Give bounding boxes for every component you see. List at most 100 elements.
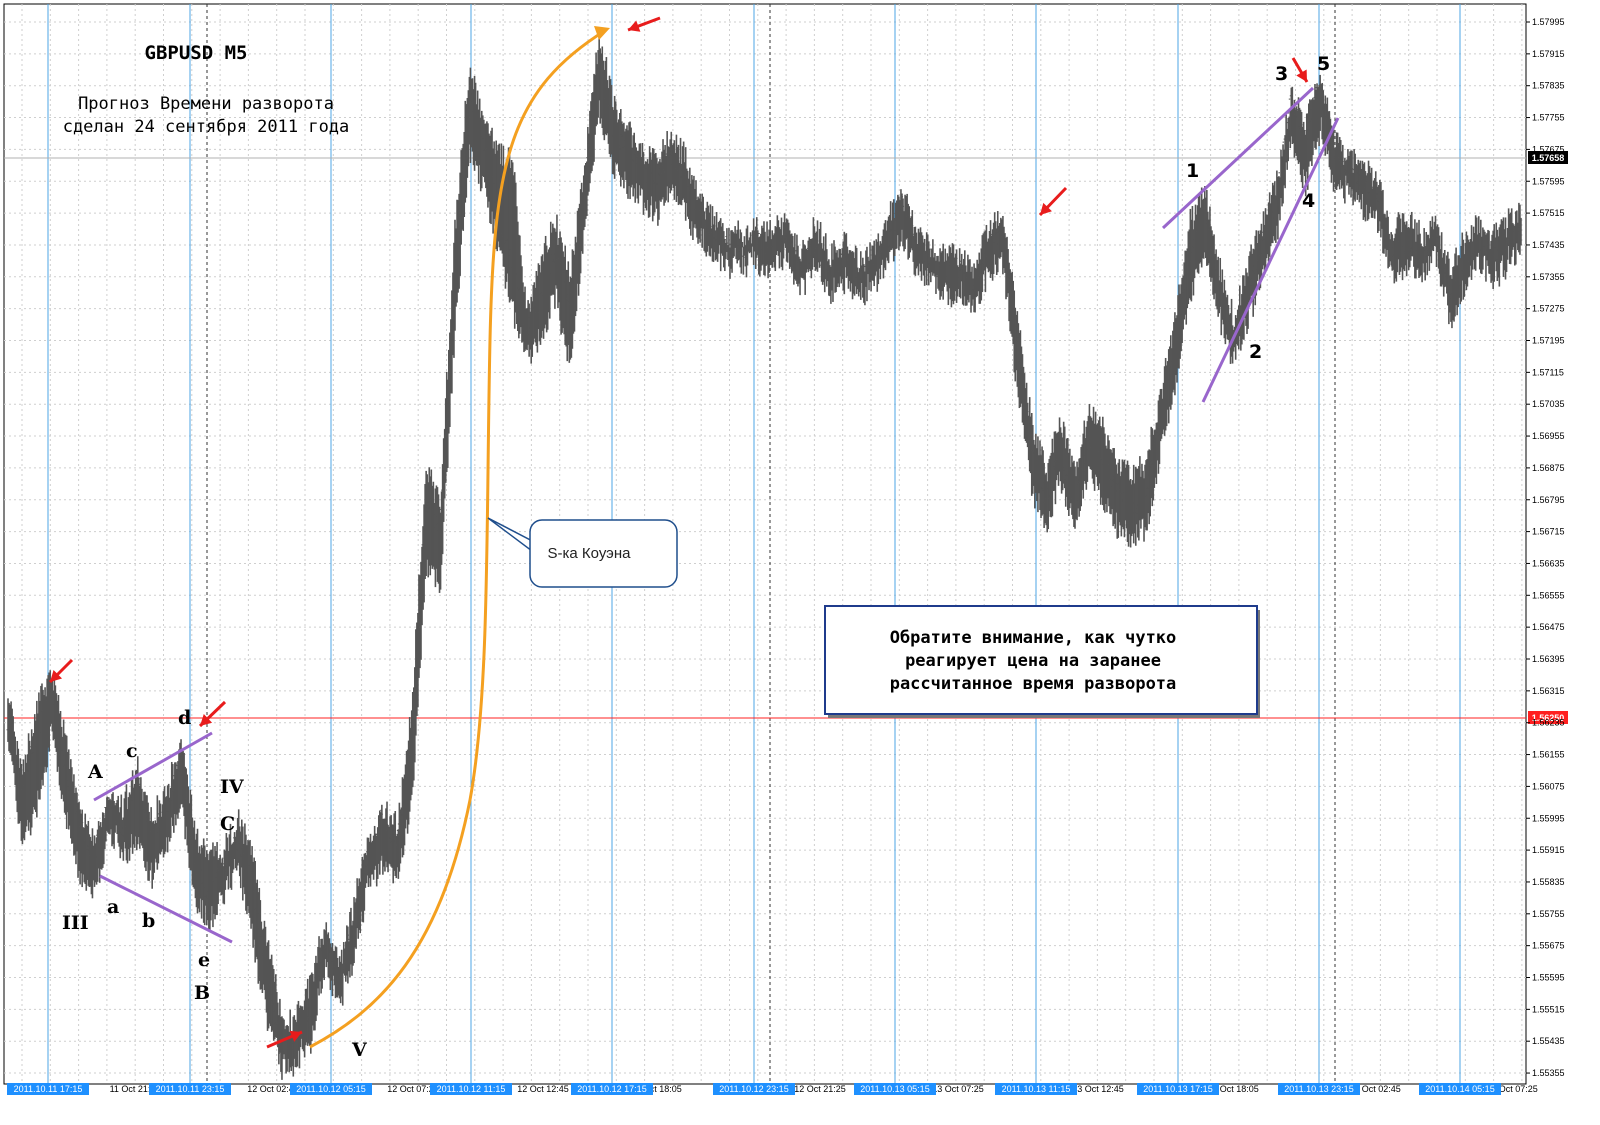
y-tick-label: 1.57995 xyxy=(1532,17,1565,27)
level-price-tag-bg xyxy=(1528,711,1568,724)
x-session-tag: 2011.10.12 23:15 xyxy=(719,1084,788,1094)
y-tick-label: 1.56875 xyxy=(1532,463,1565,473)
y-tick-label: 1.56235 xyxy=(1532,718,1565,728)
red-arrow-head xyxy=(200,714,213,726)
wave-labels: A c d IV C III a b e B V xyxy=(62,707,368,1061)
y-tick-label: 1.55435 xyxy=(1532,1036,1565,1046)
y-tick-label: 1.55835 xyxy=(1532,877,1565,887)
symbol-label: GBPUSD M5 xyxy=(145,42,248,64)
impulse-label-1: 1 xyxy=(1186,160,1199,182)
chart-frame xyxy=(3,3,1527,1085)
red-arrow-head xyxy=(289,1030,302,1042)
y-tick-label: 1.57675 xyxy=(1532,144,1565,154)
y-tick-label: 1.55595 xyxy=(1532,973,1565,983)
x-session-tag-bg xyxy=(1137,1083,1219,1095)
x-tick-label: 13 Oct 18:05 xyxy=(1207,1084,1259,1094)
current-price-tag: 1.57658 xyxy=(1532,153,1565,163)
trendline-a-b xyxy=(99,874,233,944)
impulse-label-3: 3 xyxy=(1275,63,1288,85)
note-box xyxy=(824,605,1258,715)
y-tick-label: 1.57275 xyxy=(1532,304,1565,314)
orange-arrowhead xyxy=(594,26,610,40)
y-tick-label: 1.56075 xyxy=(1532,781,1565,791)
y-tick-label: 1.56315 xyxy=(1532,686,1565,696)
x-tick-label: 12 Oct 07:25 xyxy=(387,1084,439,1094)
x-tick-label: 12 Oct 02:45 xyxy=(247,1084,299,1094)
y-tick-label: 1.57435 xyxy=(1532,240,1565,250)
y-tick-label: 1.56955 xyxy=(1532,431,1565,441)
y-tick-label: 1.57195 xyxy=(1532,336,1565,346)
callout-box xyxy=(529,519,678,588)
x-session-tag: 2011.10.13 11:15 xyxy=(1002,1084,1071,1094)
y-tick-label: 1.55355 xyxy=(1532,1068,1565,1078)
x-session-tag: 2011.10.12 17:15 xyxy=(577,1084,646,1094)
wave-label-B: B xyxy=(194,982,210,1004)
y-tick-label: 1.55995 xyxy=(1532,813,1565,823)
wave-label-b: b xyxy=(142,910,155,932)
wave-label-IV: IV xyxy=(220,776,245,798)
y-tick-label: 1.56795 xyxy=(1532,495,1565,505)
x-session-tag: 2011.10.13 05:15 xyxy=(860,1084,929,1094)
y-tick-label: 1.57115 xyxy=(1532,367,1564,377)
red-arrow-head xyxy=(1296,69,1307,82)
y-tick-label: 1.57755 xyxy=(1532,113,1565,123)
wave-label-V: V xyxy=(351,1039,368,1061)
impulse-label-5: 5 xyxy=(1317,53,1330,75)
red-arrow-head xyxy=(50,669,63,682)
trendline-2-4 xyxy=(1201,117,1340,403)
impulse-label-2: 2 xyxy=(1249,341,1262,363)
forecast-line-1: Прогноз Времени разворота xyxy=(78,94,334,114)
red-arrow-head xyxy=(628,20,641,32)
x-tick-label: 12 Oct 12:45 xyxy=(517,1084,569,1094)
y-tick-label: 1.57355 xyxy=(1532,272,1565,282)
callout-label: S-ка Коуэна xyxy=(548,545,632,562)
x-tick-label: 14 Oct 02:45 xyxy=(1349,1084,1401,1094)
x-session-tag: 2011.10.11 17:15 xyxy=(14,1084,83,1094)
y-axis: 1.57995 1.57915 1.57835 1.57755 1.57675 1.575… xyxy=(1526,17,1565,1078)
wave-label-d: d xyxy=(178,707,191,729)
impulse-label-4: 4 xyxy=(1302,190,1315,212)
trendline-a-d xyxy=(93,731,213,802)
wave-label-A: A xyxy=(87,761,103,783)
wave-label-c: c xyxy=(126,740,138,762)
x-session-tag-bg xyxy=(713,1083,795,1095)
x-session-tag-bg xyxy=(7,1083,89,1095)
x-session-tag: 2011.10.12 11:15 xyxy=(437,1084,506,1094)
x-tick-label: 13 Oct 12:45 xyxy=(1072,1084,1124,1094)
trendline-1-3 xyxy=(1161,86,1315,230)
y-tick-label: 1.56635 xyxy=(1532,558,1565,568)
y-tick-label: 1.56715 xyxy=(1532,527,1565,537)
bars xyxy=(6,35,1522,1080)
grid xyxy=(4,4,1526,1084)
x-session-tag: 2011.10.13 17:15 xyxy=(1143,1084,1212,1094)
wave-label-III: III xyxy=(62,912,89,934)
y-tick-label: 1.56395 xyxy=(1532,654,1565,664)
impulse-labels: 1 2 3 4 5 xyxy=(1186,53,1330,363)
y-tick-label: 1.55755 xyxy=(1532,909,1565,919)
y-tick-label: 1.55515 xyxy=(1532,1004,1565,1014)
x-session-tag-bg xyxy=(571,1083,653,1095)
forecast-line-2: сделан 24 сентября 2011 года xyxy=(63,117,350,137)
x-session-tag: 2011.10.14 05:15 xyxy=(1425,1084,1494,1094)
x-session-tag-bg xyxy=(149,1083,231,1095)
x-session-tag: 2011.10.13 23:15 xyxy=(1284,1084,1353,1094)
y-tick-label: 1.56555 xyxy=(1532,590,1565,600)
red-arrows xyxy=(48,16,1309,1049)
x-tick-label: 12 Oct 18:05 xyxy=(630,1084,682,1094)
note-line-2: реагирует цена на заранее xyxy=(905,651,1161,671)
y-tick-label: 1.55675 xyxy=(1532,941,1565,951)
x-session-tag: 2011.10.12 05:15 xyxy=(296,1084,365,1094)
wave-label-a: a xyxy=(107,896,119,918)
note-line-1: Обратите внимание, как чутко xyxy=(890,628,1177,648)
x-tick-label: 13 Oct 07:25 xyxy=(932,1084,984,1094)
y-tick-label: 1.57835 xyxy=(1532,81,1565,91)
x-session-tag-bg xyxy=(854,1083,936,1095)
y-tick-label: 1.56475 xyxy=(1532,622,1565,632)
y-tick-label: 1.56155 xyxy=(1532,750,1565,760)
y-tick-label: 1.57515 xyxy=(1532,208,1565,218)
x-tick-label: 14 Oct 07:25 xyxy=(1486,1084,1538,1094)
x-tick-label: 11 Oct 21:25 xyxy=(110,1084,161,1094)
